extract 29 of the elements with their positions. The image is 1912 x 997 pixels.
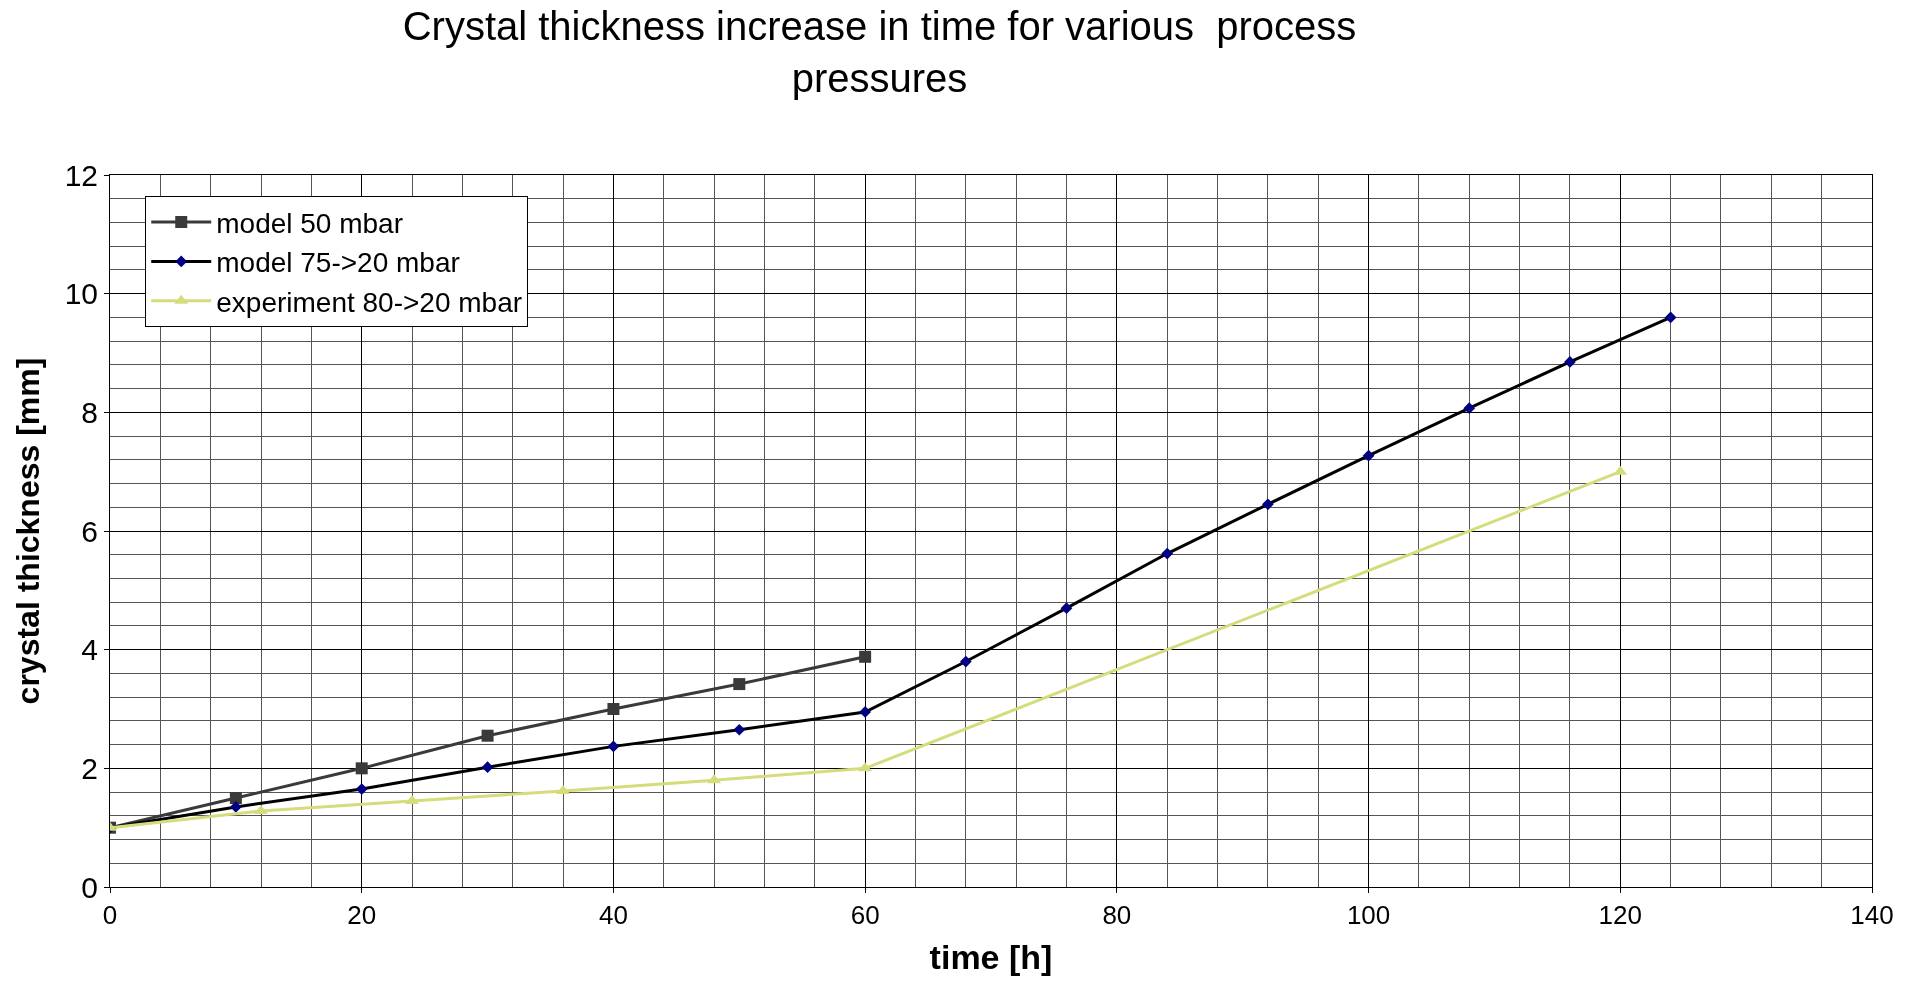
point [733,678,746,691]
y-tick-label: 10 [64,277,98,311]
x-tick-label: 60 [850,900,880,931]
legend-label: model 50 mbar [216,207,404,239]
point [405,794,419,804]
y-tick-label: 12 [64,158,98,192]
point [229,792,242,804]
point [355,762,368,775]
y-tick-label: 4 [81,633,98,667]
chart-title: Crystal thickness increase in time for various process pressures [402,3,1357,100]
x-tick-label: 80 [1102,900,1132,931]
legend-label: experiment 80->20 mbar [216,286,523,318]
point [859,650,872,663]
x-tick-label: 100 [1346,900,1391,931]
legend-label: model 75->20 mbar [216,247,460,279]
y-tick-label: 0 [81,870,98,904]
point [607,703,620,715]
x-axis-title: time [h] [929,937,1053,976]
y-axis-title: crystal thickness [mm] [9,357,46,705]
x-tick-label: 120 [1598,900,1642,931]
y-tick-label: 6 [81,514,98,548]
point [481,729,494,742]
x-tick-label: 20 [347,900,377,931]
x-tick-label: 0 [102,900,118,931]
x-tick-label: 140 [1850,900,1894,931]
x-tick-label: 40 [598,900,628,931]
y-tick-label: 2 [81,751,98,785]
y-tick-label: 8 [81,395,98,429]
point [254,805,268,815]
